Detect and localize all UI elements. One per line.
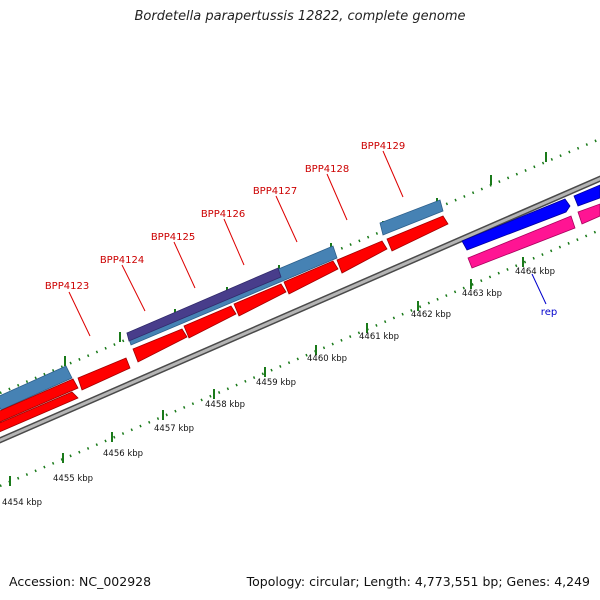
gene-label-bpp4123[interactable]: BPP4123 <box>45 281 89 292</box>
scale-label: 4458 kbp <box>205 400 245 410</box>
forward-cds-arrow[interactable] <box>132 328 188 363</box>
scale-label: 4463 kbp <box>462 289 502 299</box>
topology-label: Topology: circular; Length: 4,773,551 bp… <box>246 574 590 589</box>
rep-reverse-arrow[interactable] <box>577 203 600 225</box>
reverse-cds-arrow-dark[interactable] <box>126 267 282 342</box>
scale-labels: 4454 kbp 4455 kbp 4456 kbp 4457 kbp 4458… <box>2 267 555 508</box>
scale-label: 4456 kbp <box>103 449 143 459</box>
rep-reverse-arrow[interactable] <box>467 215 576 269</box>
reverse-cds-arrow[interactable] <box>379 199 444 236</box>
lower-ruler-ticks <box>9 257 524 486</box>
rep-genes <box>461 184 600 269</box>
rep-label[interactable]: rep <box>541 307 557 318</box>
scale-label: 4460 kbp <box>307 354 347 364</box>
rep-leader <box>531 273 547 305</box>
accession-label: Accession: NC_002928 <box>9 574 152 589</box>
forward-cds-arrow[interactable] <box>0 378 79 425</box>
lower-ruler <box>0 228 600 488</box>
gene-label-bpp4128[interactable]: BPP4128 <box>305 164 349 175</box>
genome-backbone <box>0 175 600 444</box>
forward-cds-arrow[interactable] <box>283 260 339 295</box>
reverse-strand-genes <box>0 199 444 411</box>
scale-label: 4462 kbp <box>411 310 451 320</box>
forward-cds-arrow[interactable] <box>0 391 79 433</box>
scale-label: 4464 kbp <box>515 267 555 277</box>
forward-cds-arrow[interactable] <box>183 305 237 339</box>
reverse-cds-arrow[interactable] <box>0 365 73 411</box>
scale-label: 4457 kbp <box>154 424 194 434</box>
scale-label: 4454 kbp <box>2 498 42 508</box>
rep-forward-arrow[interactable] <box>461 198 571 251</box>
gene-label-bpp4127[interactable]: BPP4127 <box>253 186 297 197</box>
gene-label-bpp4124[interactable]: BPP4124 <box>100 255 144 266</box>
scale-label: 4455 kbp <box>53 474 93 484</box>
upper-ruler-dots <box>0 137 600 395</box>
gene-label-bpp4126[interactable]: BPP4126 <box>201 209 245 220</box>
gene-label-leaders <box>68 150 404 337</box>
forward-cds-arrow[interactable] <box>336 240 388 274</box>
scale-label: 4459 kbp <box>256 378 296 388</box>
forward-cds-arrow[interactable] <box>233 283 287 317</box>
scale-label: 4461 kbp <box>359 332 399 342</box>
page-title: Bordetella parapertussis 12822, complete… <box>134 9 466 24</box>
forward-cds-arrow[interactable] <box>386 215 449 252</box>
gene-label-bpp4125[interactable]: BPP4125 <box>151 232 195 243</box>
forward-cds-arrow[interactable] <box>77 357 131 391</box>
forward-strand-genes <box>0 215 449 433</box>
gene-labels: BPP4123 BPP4124 BPP4125 BPP4126 BPP4127 … <box>45 141 405 292</box>
rep-forward-arrow[interactable] <box>573 184 600 207</box>
gene-label-bpp4129[interactable]: BPP4129 <box>361 141 405 152</box>
